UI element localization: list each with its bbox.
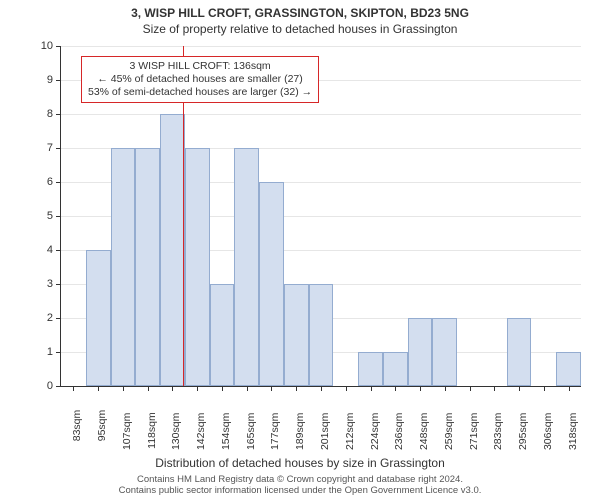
plot-area: 01234567891083sqm95sqm107sqm118sqm130sqm… bbox=[60, 46, 581, 387]
y-tick-label: 6 bbox=[29, 176, 53, 188]
x-tick-label: 142sqm bbox=[195, 375, 207, 412]
chart-subtitle: Size of property relative to detached ho… bbox=[0, 22, 600, 36]
marker-annotation: 3 WISP HILL CROFT: 136sqm ← 45% of detac… bbox=[81, 56, 319, 103]
bar bbox=[135, 148, 160, 386]
bar bbox=[259, 182, 284, 386]
y-tick bbox=[56, 182, 61, 183]
y-tick bbox=[56, 352, 61, 353]
y-tick bbox=[56, 80, 61, 81]
x-tick-label: 107sqm bbox=[121, 375, 133, 412]
x-tick-label: 271sqm bbox=[468, 375, 480, 412]
bar bbox=[284, 284, 309, 386]
x-tick-label: 165sqm bbox=[245, 375, 257, 412]
y-tick bbox=[56, 284, 61, 285]
x-tick-label: 95sqm bbox=[96, 378, 108, 410]
y-tick bbox=[56, 114, 61, 115]
x-tick-label: 212sqm bbox=[344, 375, 356, 412]
x-tick-label: 283sqm bbox=[492, 375, 504, 412]
y-tick bbox=[56, 386, 61, 387]
y-tick bbox=[56, 148, 61, 149]
y-tick-label: 4 bbox=[29, 244, 53, 256]
y-tick-label: 8 bbox=[29, 108, 53, 120]
y-tick bbox=[56, 46, 61, 47]
bar bbox=[234, 148, 259, 386]
attribution: Contains HM Land Registry data © Crown c… bbox=[0, 475, 600, 497]
y-tick-label: 2 bbox=[29, 312, 53, 324]
x-tick-label: 189sqm bbox=[294, 375, 306, 412]
x-tick-label: 201sqm bbox=[319, 375, 331, 412]
y-tick-label: 10 bbox=[29, 40, 53, 52]
grid-line bbox=[61, 114, 581, 115]
bar bbox=[111, 148, 136, 386]
bar bbox=[185, 148, 210, 386]
y-tick-label: 9 bbox=[29, 74, 53, 86]
x-tick-label: 154sqm bbox=[220, 375, 232, 412]
bar bbox=[309, 284, 334, 386]
annotation-line2: ← 45% of detached houses are smaller (27… bbox=[88, 73, 312, 86]
x-tick-label: 318sqm bbox=[567, 375, 579, 412]
grid-line bbox=[61, 46, 581, 47]
y-tick-label: 0 bbox=[29, 380, 53, 392]
y-tick-label: 1 bbox=[29, 346, 53, 358]
bar bbox=[210, 284, 235, 386]
x-tick-label: 236sqm bbox=[393, 375, 405, 412]
bar bbox=[86, 250, 111, 386]
y-tick-label: 5 bbox=[29, 210, 53, 222]
chart-container: 3, WISP HILL CROFT, GRASSINGTON, SKIPTON… bbox=[0, 0, 600, 500]
y-tick-label: 3 bbox=[29, 278, 53, 290]
attribution-line2: Contains public sector information licen… bbox=[0, 486, 600, 497]
x-tick-label: 259sqm bbox=[443, 375, 455, 412]
y-tick-label: 7 bbox=[29, 142, 53, 154]
annotation-line1: 3 WISP HILL CROFT: 136sqm bbox=[88, 60, 312, 73]
x-tick-label: 295sqm bbox=[517, 375, 529, 412]
x-tick-label: 83sqm bbox=[71, 378, 83, 410]
x-tick-label: 130sqm bbox=[170, 375, 182, 412]
chart-title: 3, WISP HILL CROFT, GRASSINGTON, SKIPTON… bbox=[0, 6, 600, 20]
x-axis-label: Distribution of detached houses by size … bbox=[0, 456, 600, 470]
y-tick bbox=[56, 216, 61, 217]
bar bbox=[160, 114, 185, 386]
x-tick-label: 248sqm bbox=[418, 375, 430, 412]
y-tick bbox=[56, 318, 61, 319]
x-tick-label: 177sqm bbox=[269, 375, 281, 412]
x-tick-label: 306sqm bbox=[542, 375, 554, 412]
y-tick bbox=[56, 250, 61, 251]
x-tick-label: 118sqm bbox=[146, 376, 158, 413]
annotation-line3: 53% of semi-detached houses are larger (… bbox=[88, 86, 312, 99]
x-tick-label: 224sqm bbox=[369, 375, 381, 412]
